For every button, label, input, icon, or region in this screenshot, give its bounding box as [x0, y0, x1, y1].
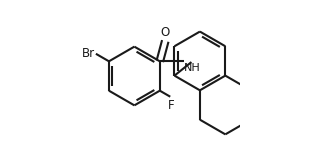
Text: O: O: [161, 26, 170, 39]
Text: F: F: [168, 99, 174, 112]
Text: Br: Br: [82, 47, 95, 60]
Text: NH: NH: [184, 62, 201, 73]
